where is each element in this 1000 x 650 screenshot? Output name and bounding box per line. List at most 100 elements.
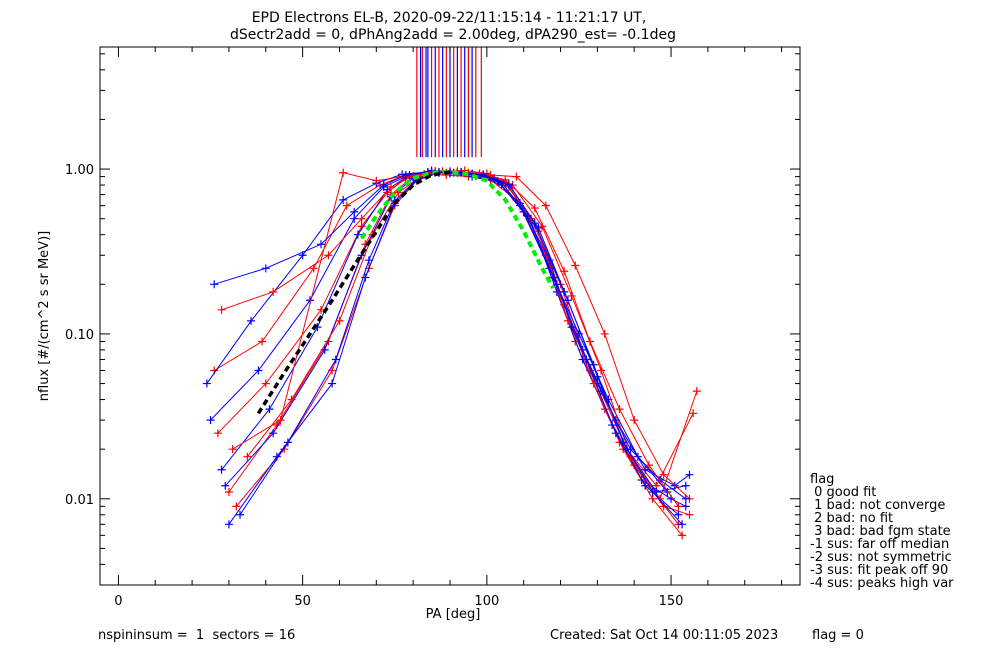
series-line — [224, 172, 679, 516]
data-point — [681, 481, 690, 490]
data-point — [258, 337, 267, 346]
data-point — [530, 204, 539, 213]
series-line — [217, 171, 690, 516]
y-tick-label: 0.01 — [65, 493, 94, 508]
plot-area — [202, 47, 701, 540]
data-point — [641, 481, 650, 490]
legend-item: 2 bad: no fit — [810, 511, 893, 526]
data-point — [512, 172, 521, 181]
data-point — [217, 465, 226, 474]
data-point — [269, 429, 278, 438]
footer-flag: flag = 0 — [812, 628, 864, 643]
series-6 — [232, 167, 687, 540]
data-point — [206, 416, 215, 425]
data-point — [622, 445, 631, 454]
data-point — [600, 329, 609, 338]
data-point — [372, 176, 381, 185]
data-point — [387, 182, 396, 191]
data-point — [641, 465, 650, 474]
series-line — [221, 170, 679, 507]
legend: flag 0 good fit 1 bad: not converge 2 ba… — [810, 472, 954, 591]
legend-item: -3 sus: fit peak off 90 — [810, 563, 948, 578]
data-point — [339, 195, 348, 204]
data-point — [224, 520, 233, 529]
data-point — [674, 502, 683, 511]
data-point — [401, 171, 410, 180]
legend-item: -2 sus: not symmetric — [810, 550, 952, 565]
data-point — [567, 323, 576, 332]
fit-curve — [359, 169, 555, 289]
data-point — [232, 502, 241, 511]
legend-item: -4 sus: peaks high var — [810, 576, 954, 591]
data-point — [364, 256, 373, 265]
x-tick-label: 150 — [659, 594, 684, 609]
data-point — [659, 470, 668, 479]
series-line — [228, 170, 679, 525]
data-point — [287, 395, 296, 404]
data-point — [331, 355, 340, 364]
data-point — [272, 452, 281, 461]
data-point — [221, 481, 230, 490]
series-line — [214, 171, 687, 500]
data-point — [350, 207, 359, 216]
data-point — [317, 305, 326, 314]
data-point — [648, 494, 657, 503]
data-point — [361, 273, 370, 282]
series-0 — [213, 167, 694, 519]
data-point — [317, 240, 326, 249]
data-point — [324, 251, 333, 260]
data-point — [504, 181, 513, 190]
data-point — [652, 487, 661, 496]
data-point — [350, 214, 359, 223]
data-point — [678, 531, 687, 540]
data-point — [309, 264, 318, 273]
series-line — [235, 171, 683, 536]
data-point — [328, 379, 337, 388]
data-point — [379, 181, 388, 190]
data-point — [685, 510, 694, 519]
series-line — [213, 173, 694, 487]
legend-item: 3 bad: bad fgm state — [810, 524, 951, 539]
data-point — [611, 429, 620, 438]
data-point — [224, 487, 233, 496]
data-point — [276, 416, 285, 425]
series-line — [228, 171, 686, 525]
series-line — [206, 171, 690, 487]
legend-item: 1 bad: not converge — [810, 498, 945, 513]
data-point — [678, 520, 687, 529]
data-point — [656, 494, 664, 503]
data-point — [501, 175, 510, 184]
data-point — [269, 287, 278, 296]
data-point — [265, 405, 274, 414]
y-tick-label: 1.00 — [65, 163, 94, 178]
data-point — [357, 214, 366, 223]
series-1 — [206, 167, 690, 511]
legend-item: -1 sus: far off median — [810, 537, 949, 552]
data-point — [644, 461, 653, 470]
data-point — [563, 296, 572, 305]
x-tick-label: 100 — [474, 594, 499, 609]
data-point — [247, 316, 256, 325]
data-point — [261, 379, 270, 388]
x-tick-label: 0 — [114, 594, 122, 609]
data-point — [243, 452, 252, 461]
data-point — [593, 372, 602, 381]
data-point — [681, 502, 690, 511]
axes: 0 50 100 150 0.01 0.10 1.00 — [65, 47, 800, 609]
legend-item: 0 good fit — [810, 485, 876, 500]
series-line — [210, 171, 687, 507]
data-point — [567, 291, 576, 300]
chart-subtitle: dSectr2add = 0, dPhAng2add = 2.00deg, dP… — [230, 27, 676, 43]
x-axis-label: PA [deg] — [426, 607, 481, 622]
data-point — [685, 470, 694, 479]
vertical-lines-1 — [419, 47, 473, 158]
data-point — [571, 261, 580, 270]
series-line — [239, 171, 683, 525]
data-point — [541, 201, 550, 210]
data-point — [586, 337, 594, 346]
y-axis-label: nflux [#/(cm^2 s sr MeV)] — [37, 231, 52, 401]
data-point — [228, 445, 237, 454]
legend-title: flag — [810, 472, 834, 487]
vertical-lines-0 — [416, 47, 482, 158]
